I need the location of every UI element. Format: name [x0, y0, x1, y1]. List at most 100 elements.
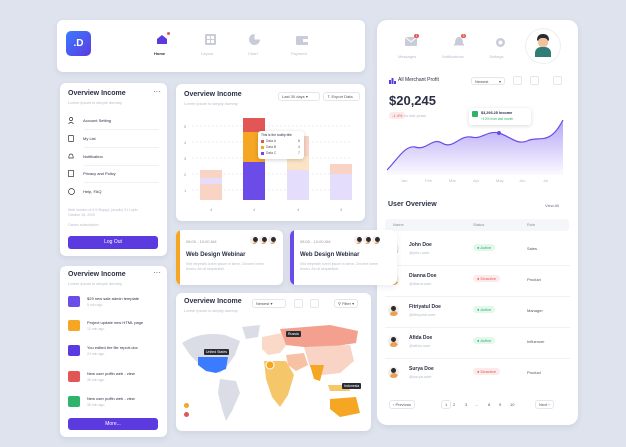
filter-button[interactable]: ⚲ Filter ▾ [334, 299, 359, 308]
zoom-out-button[interactable] [184, 412, 189, 417]
bar-segment[interactable] [330, 174, 352, 200]
page-3[interactable]: 3 [465, 402, 468, 407]
bar-segment[interactable] [200, 184, 222, 200]
status-badge: ● Active [473, 244, 496, 251]
row-divider [385, 327, 570, 328]
menu-divider [84, 165, 159, 166]
bar-segment[interactable] [243, 118, 265, 132]
row-divider [385, 358, 570, 359]
map-marker[interactable] [265, 360, 275, 370]
more-button[interactable]: More... [68, 418, 158, 430]
bar-segment[interactable] [330, 164, 352, 174]
help-icon [68, 188, 75, 195]
menu-item-my-list[interactable]: My List [68, 134, 160, 146]
bar-segment[interactable] [200, 170, 222, 178]
menu-item-notification[interactable]: Notification [68, 152, 160, 164]
nav-messages[interactable]: 1 Messages [397, 34, 429, 64]
nav-layout[interactable]: Layout [200, 32, 222, 62]
profit-title: All Merchant Profit [398, 77, 439, 83]
menu-item-label: Account Setting [83, 118, 112, 123]
page-9[interactable]: 9 [499, 402, 502, 407]
page-1[interactable]: 1 [441, 400, 452, 409]
webinar-card[interactable]: 08:00 - 10:00 AM Web Design Webinar Sed … [176, 230, 283, 285]
home-icon [157, 35, 167, 44]
avatar [372, 236, 380, 244]
pie-chart-icon [249, 34, 260, 45]
page-8[interactable]: 8 [488, 402, 491, 407]
profit-tooltip-sub: +10% from last month [481, 117, 514, 121]
col-status: Status [473, 222, 485, 227]
bar-card-title: Overview Income [184, 91, 242, 98]
user-avatar[interactable] [526, 29, 560, 63]
export-button[interactable]: ⇪ Export Data [323, 92, 360, 101]
zoom-in-button[interactable] [184, 403, 189, 408]
menu-item-privacy[interactable]: Privacy and Policy [68, 169, 160, 181]
table-row[interactable]: Afida Doe @afida.user ● Active Influence… [385, 328, 569, 358]
australia [330, 397, 360, 417]
nav-settings[interactable]: Settings [487, 34, 513, 64]
list-item[interactable]: New user puffin web - view 36 min ago [68, 395, 163, 411]
x-tick: Mar [449, 178, 456, 183]
legend-value: 8 [298, 139, 300, 143]
map-title: Overview Income [184, 298, 242, 305]
y-tick: 2 [184, 172, 187, 177]
list-item[interactable]: $29 new sale admin template 5 min ago [68, 295, 163, 311]
menu-item-account[interactable]: Account Setting [68, 116, 160, 128]
brand-logo[interactable]: .D [66, 31, 91, 56]
webinar-accent [176, 230, 180, 285]
more-options-icon[interactable]: ··· [153, 268, 161, 277]
nav-notifications-label: Notifications [442, 54, 464, 59]
status-text: Deactive [480, 369, 497, 374]
menu-subtitle: Lorem ipsum is simple dummy [68, 100, 123, 105]
legend-value: 4 [298, 145, 300, 149]
document-icon [68, 170, 74, 177]
nav-chart[interactable]: Chart [245, 32, 267, 62]
table-row[interactable]: Fitriyatul Doe @fitriyatul.user ● Active… [385, 297, 569, 327]
x-tick: Jan [401, 178, 408, 183]
users-table-header: Name Status Role [385, 219, 569, 231]
range-select[interactable]: Last 30 days ▾ [278, 92, 320, 101]
upload-icon: ⇪ [327, 94, 331, 99]
list-view-toggle[interactable] [310, 299, 319, 308]
y-tick: 4 [184, 140, 187, 145]
notifications-badge: 3 [461, 34, 466, 38]
profit-filter[interactable]: Newest ▾ [471, 77, 505, 85]
webinar-title: Web Design Webinar [300, 252, 360, 258]
prev-button[interactable]: ‹ Previous [389, 400, 416, 409]
bar-segment[interactable] [287, 156, 309, 170]
bell-icon[interactable] [553, 76, 562, 85]
list-view-toggle[interactable] [530, 76, 539, 85]
table-row[interactable]: Surya Doe @surya.user ● Deactive Product [385, 359, 569, 389]
status-text: Active [480, 338, 492, 343]
asia [304, 345, 354, 375]
table-row[interactable]: Dianna Doe @diana.user ● Deactive Produc… [385, 266, 569, 296]
next-button[interactable]: Next › [535, 400, 554, 409]
nav-notifications[interactable]: 3 Notifications [441, 34, 477, 64]
cancel-subscription-link[interactable]: Cancel subscription [68, 223, 99, 227]
status-text: Deactive [480, 276, 497, 281]
list-item[interactable]: New user puffin web - view 36 min ago [68, 370, 163, 386]
x-tick: May [496, 178, 504, 183]
users-title: User Overview [388, 201, 437, 208]
table-row[interactable]: John Doe @john.user ● Active Sales [385, 235, 569, 265]
nav-payment[interactable]: Payment [289, 32, 315, 62]
bar-segment[interactable] [200, 178, 222, 184]
menu-item-help[interactable]: Help, FAQ [68, 187, 160, 199]
view-all-link[interactable]: View All [545, 203, 559, 208]
avatar [354, 236, 362, 244]
webinar-card[interactable]: 08:00 - 10:00 AM Web Design Webinar Sed … [290, 230, 397, 285]
nav-home[interactable]: Home [152, 32, 172, 62]
grid-view-toggle[interactable] [294, 299, 303, 308]
list-item[interactable]: You edited the file report.doc 24 min ag… [68, 344, 163, 360]
bar-segment[interactable] [243, 162, 265, 200]
bar-segment[interactable] [287, 170, 309, 200]
page-10[interactable]: 10 [510, 402, 515, 407]
legend-swatch [261, 152, 264, 155]
bar-tooltip-title: This is the tooltip title [261, 133, 292, 137]
list-item[interactable]: Project update new HTML page 12 min ago [68, 319, 163, 335]
grid-view-toggle[interactable] [513, 76, 522, 85]
map-filter[interactable]: Newest ▾ [252, 299, 286, 308]
logout-button[interactable]: Log Out [68, 236, 158, 249]
more-options-icon[interactable]: ··· [153, 87, 161, 96]
page-2[interactable]: 2 [453, 402, 456, 407]
